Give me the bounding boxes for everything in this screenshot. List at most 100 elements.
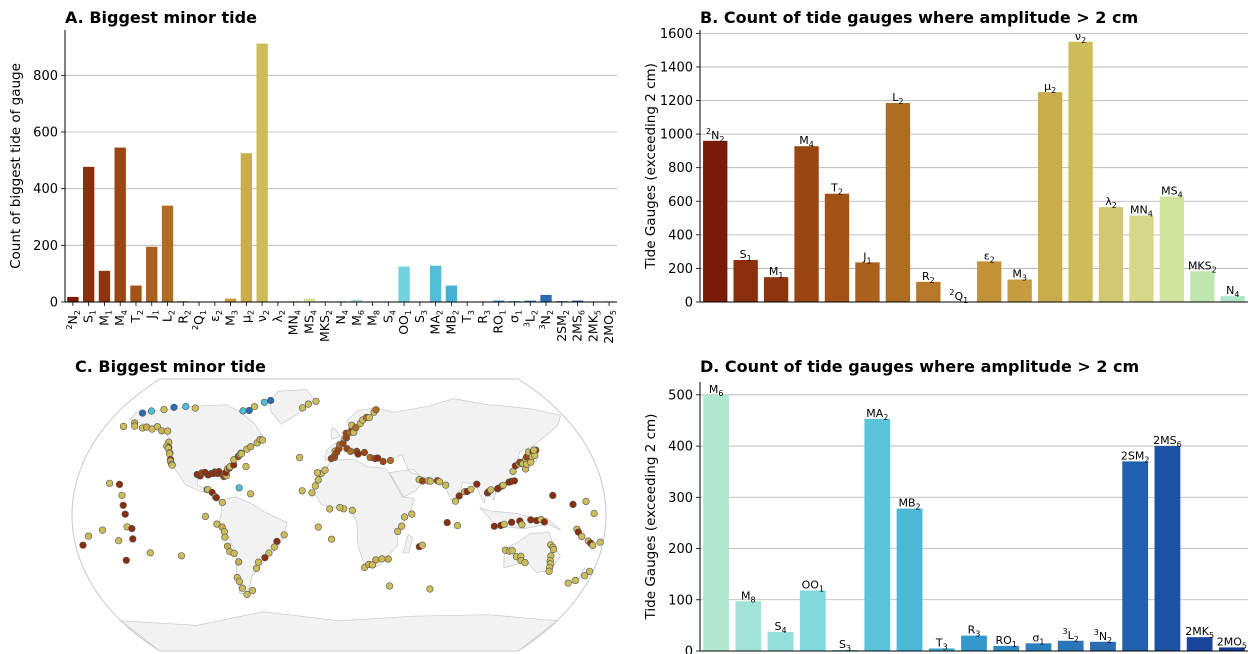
bar: [1068, 41, 1093, 303]
gauge-point: [247, 443, 255, 451]
bar: [98, 270, 111, 302]
gauge-point: [596, 538, 604, 546]
bar-label: T2: [830, 182, 843, 197]
panel-d-title: D. Count of tide gauges where amplitude …: [700, 357, 1139, 376]
gauge-point: [510, 477, 519, 485]
panel-d-plot: 0 100 200 300 400 500 M6 M8 S4 OO1 S3 MA2 MB2 T3 R3 RO1…: [643, 382, 1248, 654]
x-tick-label: T2: [128, 310, 145, 324]
gauge-point: [365, 414, 373, 422]
gauge-point: [147, 407, 156, 415]
gauge-point: [265, 549, 273, 557]
bar: [703, 394, 730, 651]
gauge-point: [426, 585, 434, 593]
x-tick-label: ε2: [207, 310, 224, 322]
land-antarctica: [119, 611, 559, 652]
bar-label: ν2: [1075, 30, 1086, 45]
gauge-point: [384, 555, 392, 563]
gauge-point: [582, 497, 590, 506]
y-tick-label: 0: [685, 645, 693, 654]
gauge-point: [235, 484, 243, 492]
panel-a-title: A. Biggest minor tide: [65, 8, 257, 27]
bar-label: λ2: [1105, 195, 1117, 210]
bar: [703, 140, 728, 302]
bar: [240, 153, 253, 302]
gauge-point: [549, 491, 557, 500]
bar-label: T3: [935, 636, 948, 651]
panel-a: A. Biggest minor tide 0 200 400 600 800 2N2S1…: [8, 8, 618, 344]
bar: [398, 266, 410, 302]
bar-label: ε2: [984, 249, 995, 264]
bar: [977, 261, 1002, 302]
bar-label: R3: [968, 624, 981, 639]
bar: [114, 147, 126, 302]
gauge-point: [571, 576, 579, 585]
y-tick-label: 600: [668, 195, 693, 210]
bar-label: S1: [740, 248, 752, 263]
bar: [256, 43, 268, 302]
gauge-point: [270, 543, 278, 551]
bar: [763, 277, 789, 302]
gauge-point: [586, 567, 594, 575]
gauge-point: [158, 427, 166, 435]
y-tick-label: 0: [685, 296, 693, 311]
gauge-point: [115, 480, 124, 489]
x-tick-label: 2N2: [65, 310, 82, 330]
bar-label: 2MK5: [1185, 625, 1214, 640]
gauge-point: [473, 480, 481, 488]
gauge-point: [212, 494, 220, 502]
x-tick-label: J1: [144, 310, 161, 320]
bar: [1159, 196, 1185, 302]
gauge-point: [394, 527, 402, 536]
gauge-point: [308, 489, 316, 497]
bar-label: N4: [1226, 284, 1239, 299]
gauge-point: [238, 584, 247, 592]
x-tick-label: L2: [160, 310, 177, 322]
gauge-point: [84, 532, 93, 540]
bar: [824, 193, 850, 302]
gauge-point: [168, 461, 176, 469]
bar: [1186, 637, 1213, 651]
y-tick-label: 500: [668, 388, 693, 403]
x-tick-label: MB2: [443, 310, 460, 334]
gauge-point: [298, 404, 307, 412]
panel-b-title: B. Count of tide gauges where amplitude …: [700, 8, 1138, 27]
gauge-point: [352, 424, 360, 432]
bar: [429, 265, 442, 302]
x-tick-label: 2MK5: [585, 310, 602, 342]
gauge-point: [590, 509, 598, 518]
bar: [1218, 647, 1245, 651]
gauge-point: [221, 533, 229, 541]
gauge-point: [508, 518, 516, 526]
y-tick-label: 800: [33, 69, 58, 84]
bar: [493, 300, 505, 302]
land-madagascar: [402, 534, 413, 554]
gauge-point: [321, 466, 329, 474]
bar: [224, 298, 237, 302]
gauge-point: [578, 532, 586, 541]
gauge-point: [328, 535, 336, 543]
bar: [351, 299, 363, 302]
x-tick-label: M6: [349, 310, 366, 326]
y-tick-label: 200: [33, 239, 58, 254]
bar: [961, 635, 987, 651]
gauge-point: [435, 478, 444, 486]
gauge-point: [138, 409, 147, 417]
gauge-point: [518, 520, 526, 529]
gauge-point: [201, 512, 210, 521]
x-tick-label: μ2: [238, 310, 255, 323]
gauge-point: [378, 555, 386, 563]
bar-label: RO1: [996, 634, 1017, 649]
y-tick-label: 1400: [660, 60, 693, 75]
bar-label: MKS2: [1188, 259, 1217, 274]
gauge-point: [386, 456, 395, 465]
bar: [767, 632, 794, 651]
bar: [1037, 92, 1063, 302]
x-tick-label: 2Q1: [191, 310, 208, 330]
x-tick-label: 2SM2: [554, 310, 571, 342]
x-tick-label: 2MO5: [601, 310, 618, 344]
bar-label: 2MS6: [1153, 434, 1182, 449]
gauge-point: [121, 510, 129, 518]
gauge-point: [530, 446, 538, 454]
y-tick-label: 100: [668, 593, 693, 608]
x-tick-label: M3: [223, 310, 240, 326]
